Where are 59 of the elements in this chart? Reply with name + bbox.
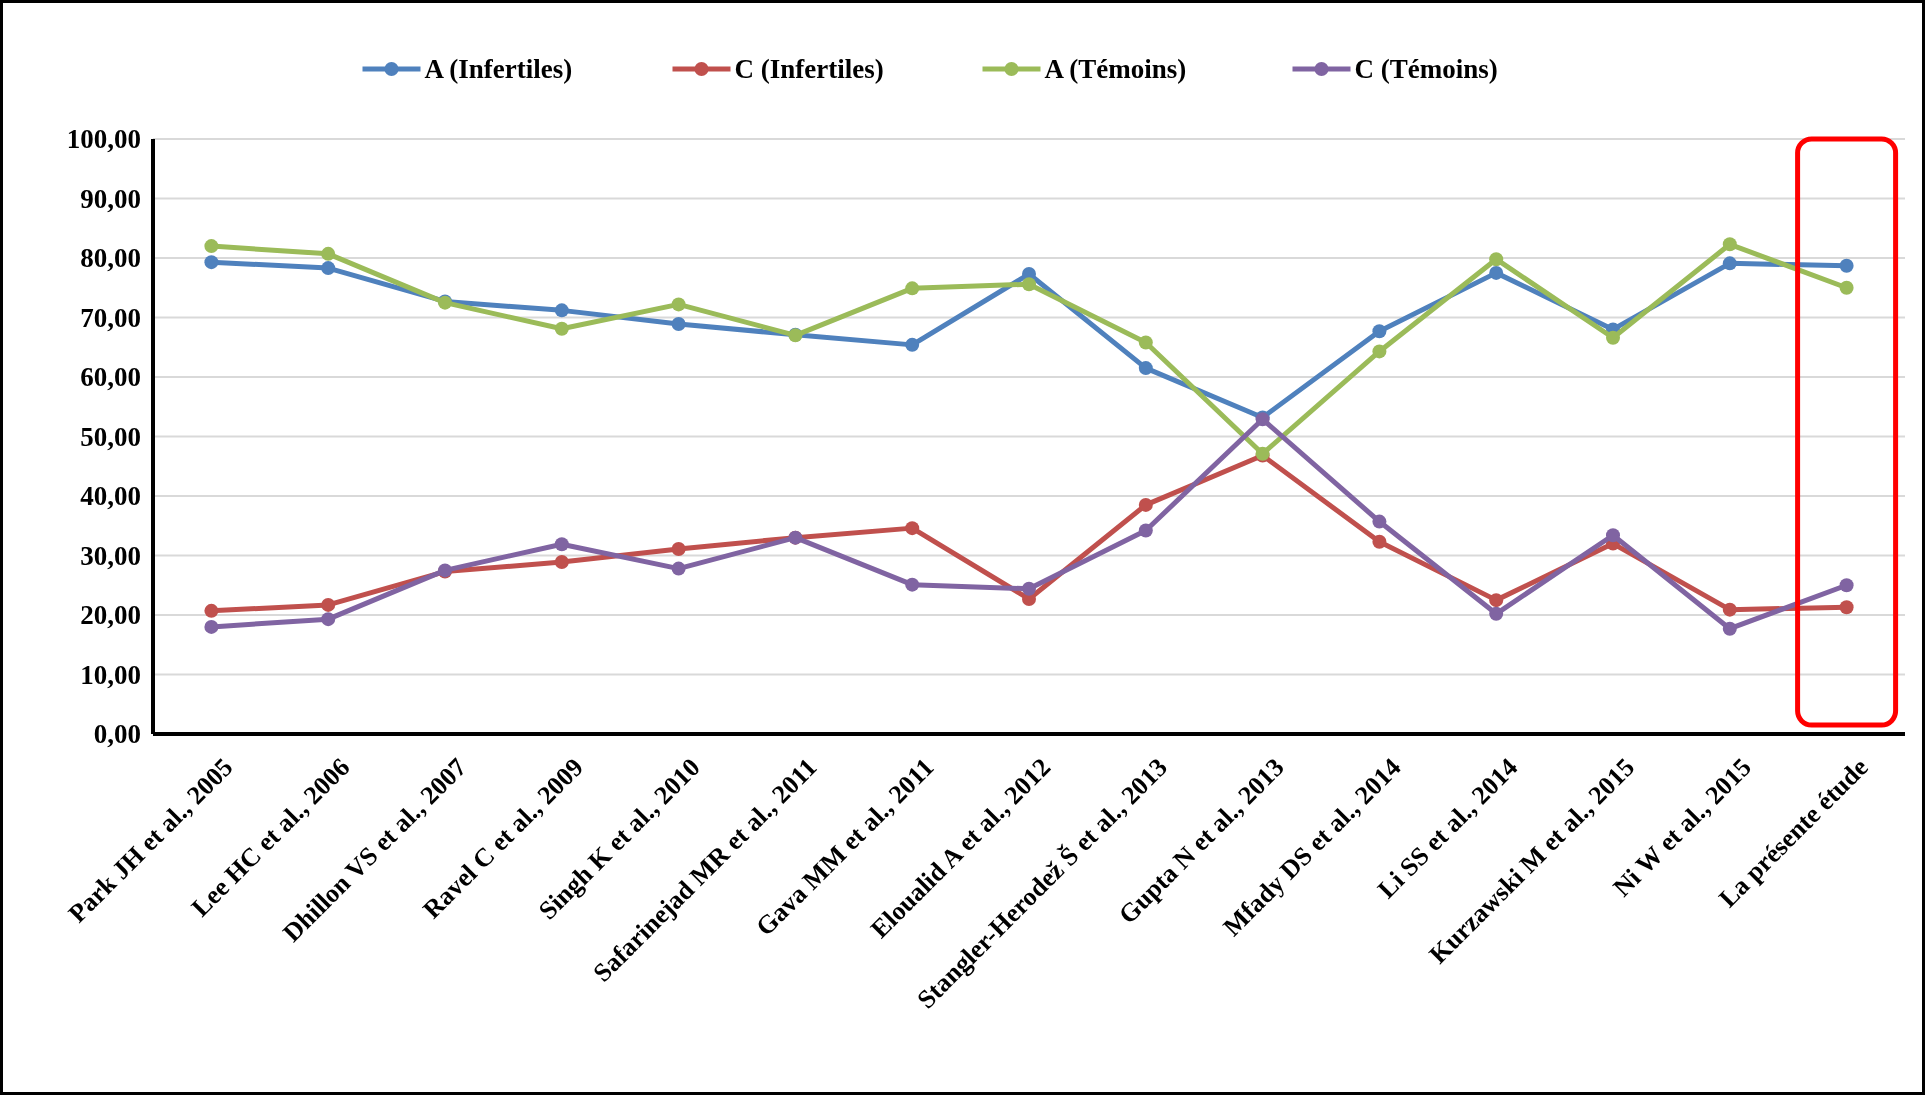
point (554, 321, 569, 336)
point (321, 246, 336, 261)
point (671, 561, 686, 576)
point (1839, 600, 1854, 615)
point (1372, 344, 1387, 359)
point (1722, 621, 1737, 636)
y-tick-label: 40,00 (80, 481, 141, 512)
point (671, 297, 686, 312)
point (905, 577, 920, 592)
y-tick-label: 90,00 (80, 183, 141, 214)
y-tick-label: 20,00 (80, 600, 141, 631)
y-tick-label: 10,00 (80, 659, 141, 690)
point (1489, 593, 1504, 608)
point (1722, 602, 1737, 617)
point (1839, 578, 1854, 593)
y-tick-label: 30,00 (80, 540, 141, 571)
point (1722, 237, 1737, 252)
legend-label: C (Infertiles) (734, 54, 884, 85)
point (1489, 265, 1504, 280)
point (671, 317, 686, 332)
point (1839, 280, 1854, 295)
y-tick-label: 100,00 (66, 124, 141, 155)
point (554, 303, 569, 318)
point (1138, 523, 1153, 538)
point (671, 541, 686, 556)
point (1022, 581, 1036, 596)
point (1138, 361, 1153, 376)
point (204, 239, 219, 254)
y-tick-label: 70,00 (80, 302, 141, 333)
y-tick-label: 50,00 (80, 421, 141, 452)
point (1722, 256, 1737, 271)
y-tick-label: 60,00 (80, 362, 141, 393)
point (554, 537, 569, 552)
point (1138, 497, 1153, 512)
point (905, 521, 920, 536)
point (1606, 330, 1620, 345)
point (204, 619, 219, 634)
legend-label: A (Infertiles) (424, 54, 573, 85)
point (1489, 606, 1504, 621)
point (204, 255, 219, 270)
point (321, 612, 336, 627)
point (321, 261, 336, 276)
point (905, 337, 920, 352)
point (321, 597, 336, 612)
y-tick-label: 0,00 (93, 719, 141, 750)
point (1138, 335, 1153, 350)
point (1372, 534, 1387, 549)
point (1022, 277, 1036, 292)
legend-label: A (Témoins) (1044, 54, 1187, 85)
point (905, 281, 920, 296)
point (1839, 258, 1854, 273)
legend-label: C (Témoins) (1354, 54, 1498, 85)
point (204, 603, 219, 618)
point (1489, 252, 1504, 267)
y-tick-label: 80,00 (80, 243, 141, 274)
point (1372, 514, 1387, 529)
point (1606, 528, 1620, 543)
point (1372, 324, 1387, 339)
point (554, 555, 569, 570)
